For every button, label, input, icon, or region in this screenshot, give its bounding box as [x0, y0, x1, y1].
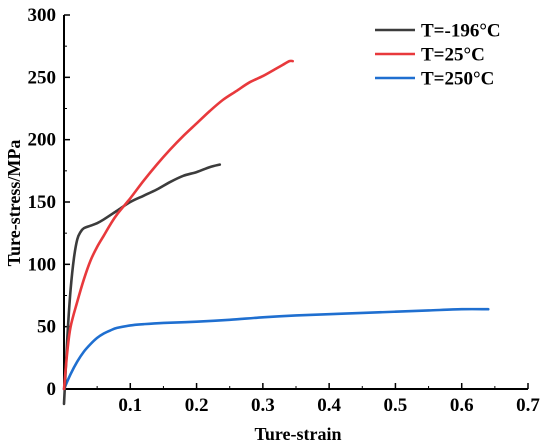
y-tick-label: 150	[28, 192, 57, 213]
series-line	[62, 307, 490, 391]
x-tick-label: 0.1	[118, 395, 142, 416]
legend-item-label: T=-196°C	[421, 21, 501, 42]
legend-item-label: T=250°C	[421, 69, 494, 90]
y-tick-label: 0	[47, 379, 57, 400]
x-axis-title: Ture-strain	[254, 424, 341, 444]
x-tick-label: 0.3	[251, 395, 275, 416]
x-tick-label: 0.5	[384, 395, 408, 416]
y-tick-label: 50	[37, 317, 56, 338]
y-tick-label: 200	[28, 130, 57, 151]
y-tick-label: 300	[28, 5, 57, 26]
x-tick-label: 0.4	[317, 395, 341, 416]
series-lines	[62, 59, 490, 406]
y-axis-title: Ture-stress/MPa	[4, 140, 24, 267]
legend-item-label: T=25°C	[421, 45, 485, 66]
y-tick-label: 100	[28, 254, 57, 275]
series-line	[62, 59, 294, 391]
x-tick-label: 0.6	[450, 395, 474, 416]
legend: T=-196°C T=25°C T=250°C	[375, 21, 501, 90]
axes: 0 50 100 150 200 250 300 0.1 0.2 0.3 0.4 0.5 0.6 0.7	[28, 5, 541, 416]
series-line	[62, 163, 222, 406]
x-tick-label: 0.2	[185, 395, 209, 416]
x-tick-label: 0.7	[516, 395, 540, 416]
y-tick-label: 250	[28, 67, 57, 88]
